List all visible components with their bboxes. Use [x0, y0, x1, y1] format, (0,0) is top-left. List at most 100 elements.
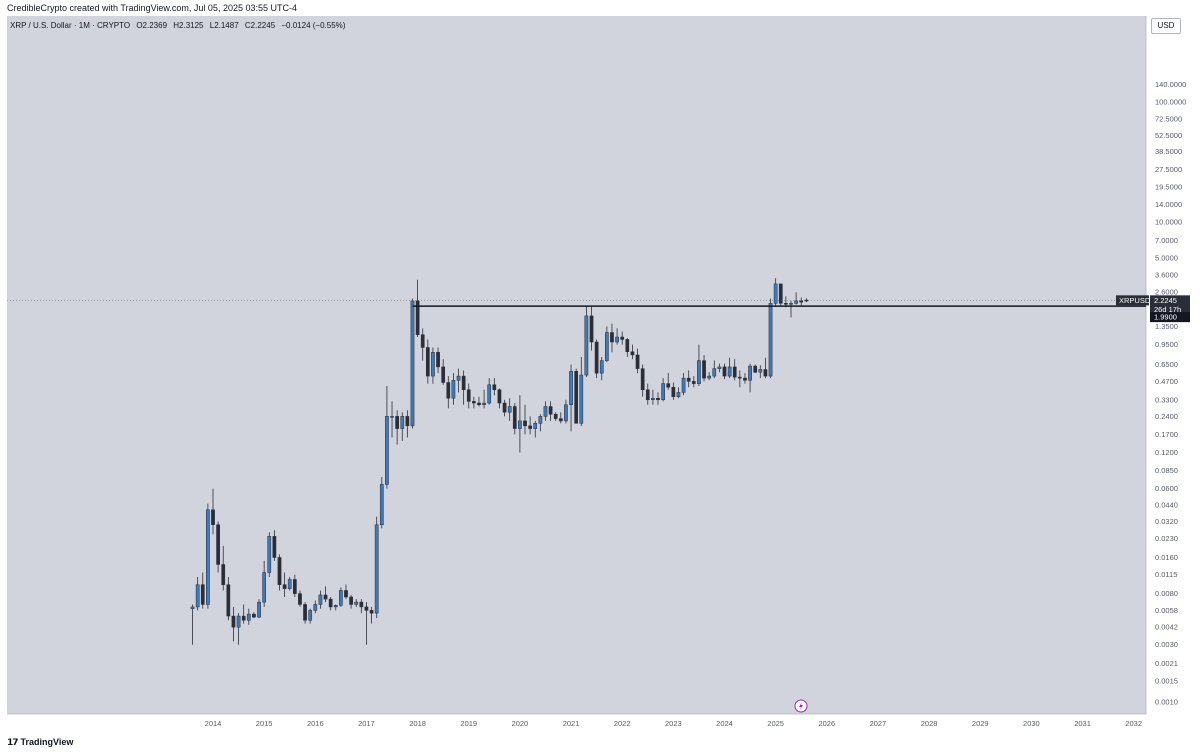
candle-body: [666, 383, 671, 388]
y-tick-label: 100.0000: [1155, 98, 1186, 107]
candle: [364, 602, 369, 645]
y-tick-label: 38.5000: [1155, 147, 1182, 156]
candle-body: [553, 413, 558, 419]
candle-body: [252, 613, 256, 618]
candle-body: [538, 416, 543, 424]
x-tick-label: 2016: [307, 719, 324, 728]
candle: [564, 399, 568, 424]
candle: [518, 395, 522, 453]
candle-body: [512, 406, 517, 429]
x-tick-label: 2027: [870, 719, 887, 728]
candle: [569, 364, 573, 432]
candle-body: [466, 389, 471, 402]
candle-body: [298, 593, 302, 605]
candle: [333, 604, 338, 611]
y-tick-label: 0.0042: [1155, 623, 1178, 632]
candle: [374, 516, 379, 619]
candle-body: [758, 369, 763, 373]
x-tick-label: 2031: [1074, 719, 1091, 728]
candle: [599, 356, 604, 381]
x-tick-label: 2021: [563, 719, 580, 728]
candle-body: [702, 360, 706, 379]
y-tick-label: 5.0000: [1155, 254, 1178, 263]
candle: [328, 596, 333, 611]
candle: [221, 545, 226, 591]
price-tag-countdown: 26d 17h: [1154, 305, 1181, 314]
candle: [656, 392, 660, 405]
candle: [702, 354, 706, 382]
candle-body: [732, 366, 737, 378]
x-tick-label: 2030: [1023, 719, 1040, 728]
candle: [548, 401, 553, 421]
legend-low-label: L: [209, 21, 215, 30]
symbol-legend: XRP / U.S. Dollar · 1M · CRYPTO O2.2369 …: [10, 21, 345, 30]
candle: [451, 373, 456, 405]
candle: [466, 383, 471, 409]
candle: [589, 306, 594, 351]
candle-body: [390, 416, 394, 418]
candle-body: [287, 579, 292, 589]
candle-body: [379, 484, 384, 525]
candle: [630, 344, 635, 360]
y-tick-label: 0.0010: [1155, 698, 1178, 707]
candle-body: [737, 376, 742, 379]
candle-body: [318, 594, 323, 605]
candle-body: [620, 336, 625, 340]
candle: [308, 608, 313, 624]
y-tick-label: 0.0850: [1155, 466, 1178, 475]
candle-body: [610, 332, 614, 343]
y-tick-label: 0.0015: [1155, 676, 1178, 685]
candle: [635, 348, 640, 374]
candle: [492, 378, 497, 396]
candle-body: [584, 315, 589, 376]
candle-body: [743, 377, 747, 381]
candle-body: [671, 386, 676, 397]
candle-body: [461, 375, 466, 391]
candle-body: [272, 536, 277, 558]
candle-body: [257, 601, 261, 618]
candle: [594, 339, 599, 379]
candle-body: [211, 509, 215, 525]
candle: [354, 599, 359, 607]
candle: [323, 586, 328, 603]
y-tick-label: 14.0000: [1155, 200, 1182, 209]
plot-area[interactable]: [7, 16, 1146, 714]
last-price-tag: XRPUSD 2.2245 26d 17h: [1116, 295, 1190, 315]
candle-body: [799, 300, 804, 303]
candle: [666, 373, 671, 390]
x-tick-label: 2028: [921, 719, 938, 728]
candle-body: [344, 590, 348, 598]
x-tick-label: 2018: [409, 719, 426, 728]
candle: [287, 577, 292, 591]
y-tick-label: 140.0000: [1155, 80, 1186, 89]
y-tick-label: 52.5000: [1155, 131, 1182, 140]
candle: [303, 602, 307, 624]
candle: [558, 412, 563, 424]
candle-body: [574, 371, 579, 424]
candle-body: [497, 389, 502, 404]
candle: [697, 344, 701, 386]
candle-body: [589, 315, 594, 343]
candle: [487, 378, 492, 405]
currency-button[interactable]: USD: [1151, 18, 1181, 34]
chart-credit: CredibleCrypto created with TradingView.…: [7, 3, 297, 13]
candle: [211, 488, 215, 535]
candle: [686, 370, 691, 388]
candle-body: [625, 339, 630, 352]
candle-body: [226, 584, 231, 617]
candle-body: [385, 416, 389, 485]
candle: [717, 363, 722, 373]
y-tick-label: 7.0000: [1155, 236, 1178, 245]
tradingview-branding[interactable]: 𝟭𝟳 TradingView: [7, 737, 73, 748]
candle-body: [768, 303, 773, 377]
candle: [671, 382, 676, 400]
candle: [262, 560, 266, 607]
legend-symbol[interactable]: XRP / U.S. Dollar: [10, 21, 72, 30]
candle-body: [241, 615, 246, 621]
legend-interval[interactable]: 1M: [78, 21, 90, 30]
candle: [804, 298, 809, 303]
candle-body: [374, 524, 379, 614]
candle-body: [425, 347, 430, 377]
tradingview-lightning-icon[interactable]: [794, 699, 808, 713]
